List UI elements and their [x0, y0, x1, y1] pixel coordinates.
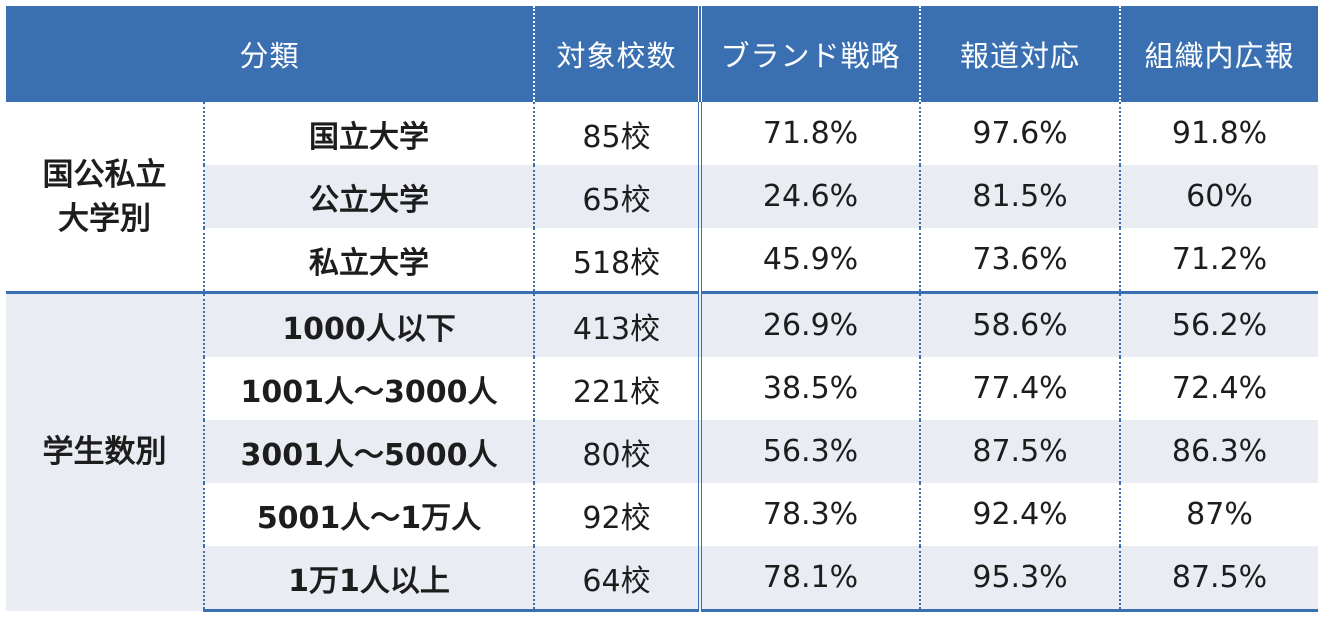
- row-category: 公立大学: [202, 165, 535, 228]
- header-school-count: 対象校数: [533, 6, 701, 102]
- row-internal: 91.8%: [1119, 102, 1319, 165]
- survey-table-container: 分類 対象校数 ブランド戦略 報道対応 組織内広報 国公私立 大学別 国立大学 …: [6, 6, 1319, 612]
- row-brand: 26.9%: [698, 291, 921, 357]
- row-brand: 71.8%: [698, 102, 921, 165]
- row-press: 73.6%: [919, 228, 1121, 293]
- row-count: 65校: [533, 165, 701, 228]
- row-internal: 87.5%: [1119, 546, 1319, 612]
- row-press: 95.3%: [919, 546, 1121, 612]
- row-internal: 71.2%: [1119, 228, 1319, 293]
- row-count: 64校: [533, 546, 701, 612]
- row-internal: 86.3%: [1119, 420, 1319, 483]
- row-brand: 78.1%: [698, 546, 921, 612]
- group-label-university-type: 国公私立 大学別: [6, 102, 204, 293]
- row-brand: 24.6%: [698, 165, 921, 228]
- table-row: 1万1人以上 64校 78.1% 95.3% 87.5%: [6, 546, 1319, 612]
- table-row: 私立大学 518校 45.9% 73.6% 71.2%: [6, 228, 1319, 293]
- row-category: 5001人～1万人: [202, 483, 535, 546]
- row-press: 77.4%: [919, 357, 1121, 420]
- row-category: 1001人～3000人: [202, 357, 535, 420]
- row-count: 85校: [533, 102, 701, 165]
- row-category: 1000人以下: [202, 291, 535, 357]
- header-brand-strategy: ブランド戦略: [698, 6, 921, 102]
- row-press: 58.6%: [919, 291, 1121, 357]
- header-internal-pr: 組織内広報: [1119, 6, 1319, 102]
- group-label-student-count: 学生数別: [6, 291, 204, 611]
- table-row: 5001人～1万人 92校 78.3% 92.4% 87%: [6, 483, 1319, 546]
- row-category: 国立大学: [202, 102, 535, 165]
- row-internal: 56.2%: [1119, 291, 1319, 357]
- table-row: 公立大学 65校 24.6% 81.5% 60%: [6, 165, 1319, 228]
- row-press: 81.5%: [919, 165, 1121, 228]
- row-brand: 56.3%: [698, 420, 921, 483]
- row-count: 413校: [533, 291, 701, 357]
- row-category: 私立大学: [202, 228, 535, 293]
- row-press: 87.5%: [919, 420, 1121, 483]
- row-internal: 60%: [1119, 165, 1319, 228]
- table-row: 3001人～5000人 80校 56.3% 87.5% 86.3%: [6, 420, 1319, 483]
- table-row: 国公私立 大学別 国立大学 85校 71.8% 97.6% 91.8%: [6, 102, 1319, 293]
- header-press-relations: 報道対応: [919, 6, 1121, 102]
- row-brand: 45.9%: [698, 228, 921, 293]
- group-label-line1: 国公私立: [42, 156, 167, 193]
- row-brand: 78.3%: [698, 483, 921, 546]
- header-row: 分類 対象校数 ブランド戦略 報道対応 組織内広報: [6, 6, 1319, 102]
- row-category: 3001人～5000人: [202, 420, 535, 483]
- row-internal: 87%: [1119, 483, 1319, 546]
- survey-table: 分類 対象校数 ブランド戦略 報道対応 組織内広報 国公私立 大学別 国立大学 …: [6, 6, 1319, 612]
- row-internal: 72.4%: [1119, 357, 1319, 420]
- row-count: 518校: [533, 228, 701, 293]
- header-category: 分類: [6, 6, 535, 102]
- table-row: 学生数別 1000人以下 413校 26.9% 58.6% 56.2%: [6, 291, 1319, 611]
- row-brand: 38.5%: [698, 357, 921, 420]
- row-press: 92.4%: [919, 483, 1121, 546]
- row-count: 92校: [533, 483, 701, 546]
- group-label-line2: 大学別: [58, 200, 151, 237]
- table-row: 1001人～3000人 221校 38.5% 77.4% 72.4%: [6, 357, 1319, 420]
- row-count: 80校: [533, 420, 701, 483]
- row-count: 221校: [533, 357, 701, 420]
- row-press: 97.6%: [919, 102, 1121, 165]
- row-category: 1万1人以上: [202, 546, 535, 612]
